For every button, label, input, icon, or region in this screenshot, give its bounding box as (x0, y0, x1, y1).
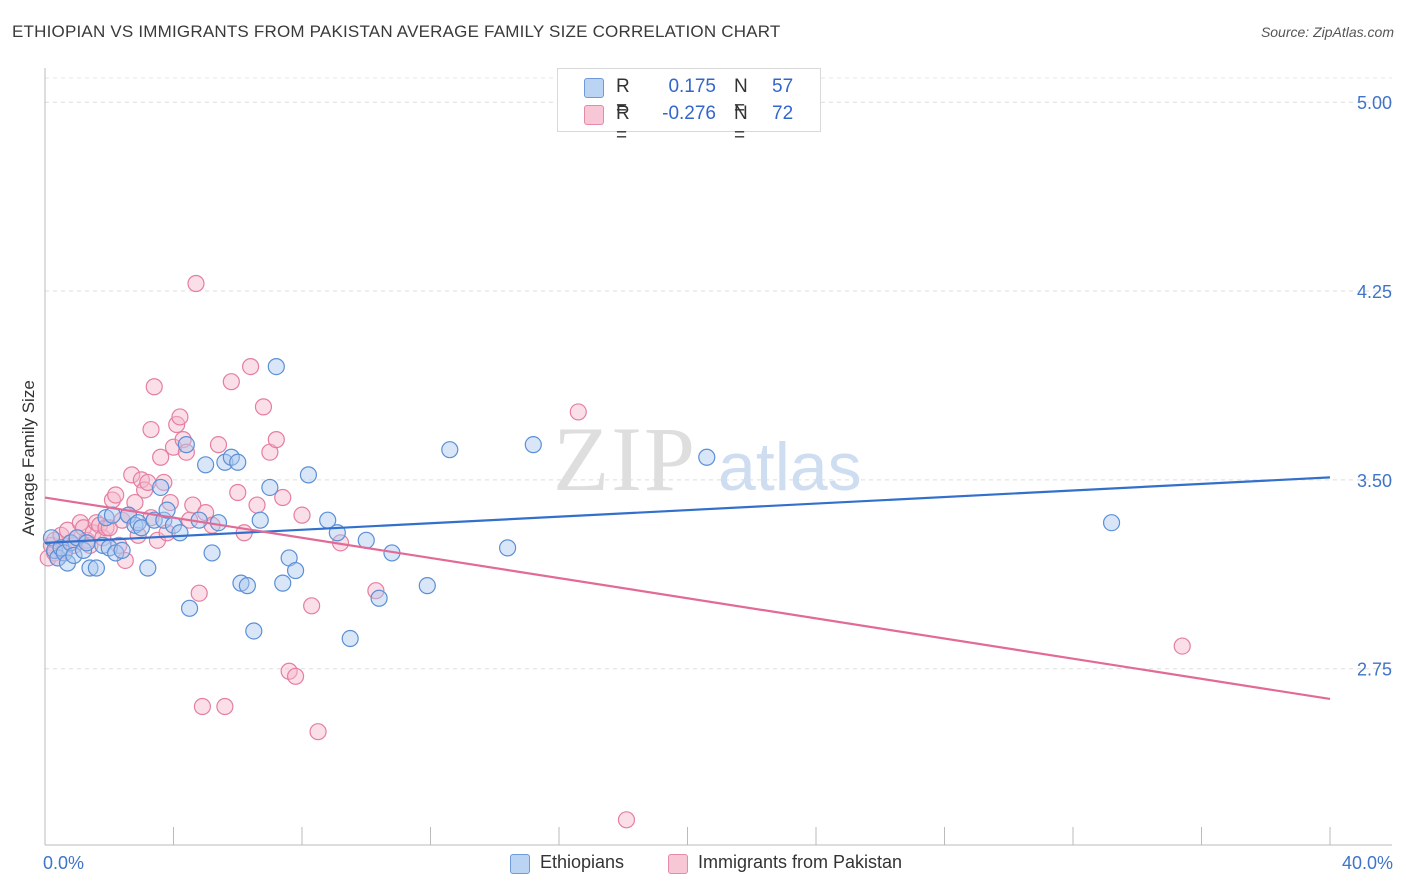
ethiopians-point (113, 541, 131, 560)
ethiopians-point (87, 559, 106, 577)
ethiopians-point (55, 544, 73, 562)
pakistan-point (107, 486, 125, 504)
ethiopians-point (81, 559, 99, 577)
legend-n-label: N = (734, 76, 748, 119)
legend-r-label: R = (616, 76, 630, 119)
pakistan-point (187, 274, 205, 293)
pakistan-point (303, 597, 321, 615)
pakistan-point (254, 398, 273, 416)
pakistan-point (190, 584, 208, 602)
bottom-legend-swatch-blue (510, 854, 530, 874)
legend-n-label: N = (734, 103, 748, 146)
ethiopians-point (698, 448, 716, 466)
watermark: ZIP atlas (553, 408, 862, 510)
ethiopians-point (197, 456, 215, 474)
ethiopians-point (286, 561, 305, 580)
y-tick-label: 2.75 (1357, 660, 1392, 680)
trend-lines (44, 476, 1331, 701)
ethiopians-point (152, 478, 170, 497)
pakistan-point (274, 488, 292, 507)
legend-swatch-pink (584, 105, 604, 125)
pakistan-point (569, 403, 587, 421)
ethiopians-point (418, 577, 436, 595)
ethiopians-point (1102, 514, 1121, 532)
pakistan-point (142, 420, 160, 439)
pakistan-point (216, 697, 234, 716)
y-tick-label: 4.25 (1357, 282, 1392, 302)
bottom-legend-label: Ethiopians (540, 852, 625, 872)
pakistan-point (209, 436, 228, 454)
pakistan-point (267, 431, 285, 449)
bottom-legend-label: Immigrants from Pakistan (698, 852, 903, 872)
legend-r-value: 0.175 (668, 76, 716, 97)
pakistan-point (1173, 637, 1191, 655)
x-tick-label-max: 40.0% (1342, 853, 1393, 873)
pakistan-point (248, 496, 266, 514)
stats-legend: R = 0.175 N = 57 R = -0.276 N = 72 (557, 68, 821, 146)
pakistan-point (242, 357, 260, 376)
bottom-legend-swatch-pink (668, 854, 688, 874)
y-tick-label: 5.00 (1357, 93, 1392, 113)
pakistan-point (174, 431, 192, 449)
pakistan-point (193, 697, 212, 716)
ethiopians-point (229, 453, 247, 471)
pakistan-point (229, 483, 247, 502)
ethiopians-point (499, 539, 517, 557)
ethiopians-point (139, 559, 157, 577)
ethiopians-point (177, 436, 195, 454)
ethiopians-point (52, 539, 70, 557)
ethiopians-point (274, 574, 292, 592)
ethiopians-point (267, 357, 285, 376)
pakistan-trend-line (44, 496, 1331, 701)
pakistan-point (171, 408, 189, 426)
source-label: Source: ZipAtlas.com (1260, 24, 1394, 40)
legend-r-label: R = (616, 103, 630, 146)
data-points (39, 274, 1191, 829)
ethiopians-point (245, 622, 263, 640)
ethiopians-point (299, 466, 318, 484)
y-axis-label: Average Family Size (19, 380, 38, 536)
pakistan-point (309, 723, 327, 741)
ethiopians-point (370, 589, 388, 607)
legend-n-value: 57 (772, 76, 794, 97)
pakistan-point (100, 519, 118, 537)
pakistan-point (145, 378, 163, 396)
axis-labels: 2.75 3.50 4.25 5.00 0.0% 40.0% Average Family … (19, 93, 1393, 873)
legend-r-value: -0.276 (662, 103, 716, 124)
legend-swatch-blue (584, 78, 604, 98)
chart-title: ETHIOPIAN VS IMMIGRANTS FROM PAKISTAN AV… (12, 22, 781, 41)
ethiopians-point (78, 534, 96, 552)
axes (44, 68, 1392, 846)
ethiopians-point (524, 436, 542, 454)
pakistan-point (87, 514, 106, 532)
ethiopians-point (341, 629, 359, 648)
ethiopians-point (261, 478, 279, 497)
ethiopians-point (65, 546, 83, 565)
ethiopians-point (180, 599, 199, 617)
pakistan-point (286, 667, 305, 685)
ethiopians-point (171, 524, 189, 542)
ethiopians-point (158, 501, 176, 519)
y-tick-label: 3.50 (1357, 471, 1392, 491)
ethiopians-point (209, 514, 228, 532)
ethiopians-point (203, 544, 221, 562)
pakistan-point (617, 811, 636, 829)
ethiopians-point (132, 519, 150, 537)
ethiopians-point (238, 577, 256, 595)
pakistan-point (155, 473, 173, 492)
watermark-atlas: atlas (718, 429, 862, 505)
pakistan-point (293, 506, 311, 524)
x-tick-label-min: 0.0% (43, 853, 84, 873)
ethiopians-point (251, 511, 269, 529)
pakistan-point (184, 496, 202, 514)
pakistan-point (222, 373, 240, 391)
pakistan-point (152, 448, 170, 466)
watermark-zip: ZIP (553, 408, 697, 510)
legend-n-value: 72 (772, 103, 794, 124)
pakistan-point (123, 466, 141, 484)
ethiopians-point (441, 441, 459, 459)
